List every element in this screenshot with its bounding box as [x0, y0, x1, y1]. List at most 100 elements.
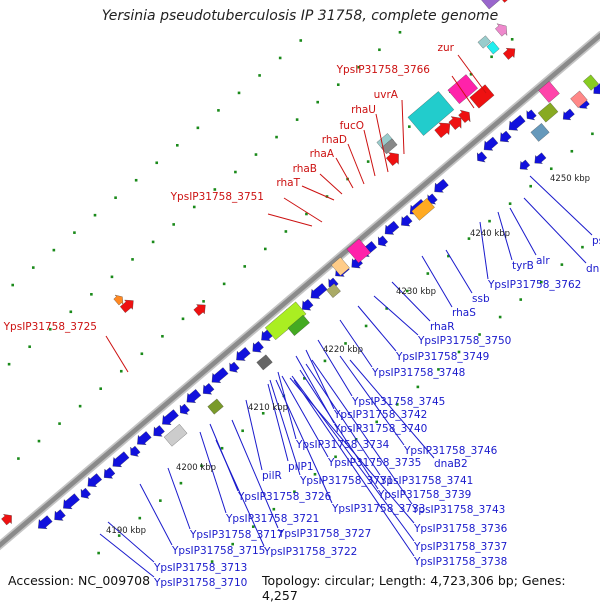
reverse-leader-line [299, 369, 379, 490]
reverse-gene-label: YpsIP31758_3737 [413, 541, 507, 553]
reverse-gene [229, 361, 240, 373]
forward-gene [495, 23, 508, 37]
position-tick-dot [375, 420, 379, 424]
position-tick-dot [7, 362, 11, 366]
reverse-leader-line [99, 533, 155, 578]
reverse-gene-label: YpsIP31758_3736 [413, 523, 508, 535]
position-tick-dot [58, 422, 61, 425]
kbp-tick-label: 4200 kbp [176, 463, 216, 473]
kbp-tick-label: 4190 kbp [106, 526, 146, 536]
reverse-gene-label: YpsIP31758_3750 [417, 335, 511, 347]
position-tick-dot [37, 439, 41, 443]
position-tick-dot [31, 266, 35, 269]
reverse-leader-line [281, 375, 329, 458]
reverse-gene-label: YpsIP31758_3713 [153, 562, 247, 574]
position-tick-dot [234, 170, 237, 174]
misc-feature [326, 283, 341, 298]
position-tick-dot [181, 317, 185, 321]
position-tick-dots [7, 30, 594, 563]
position-tick-dot [175, 144, 179, 147]
reverse-leader-line [339, 355, 405, 446]
position-tick-dot [426, 272, 430, 275]
position-tick-dot [217, 109, 220, 112]
kbp-tick-label: 4250 kbp [550, 174, 590, 184]
reverse-gene-label: YpsIP31758_3722 [263, 546, 357, 558]
reverse-leader-line [199, 431, 227, 514]
position-tick-dot [490, 55, 493, 59]
reverse-gene [153, 425, 165, 437]
position-tick-dot [303, 377, 306, 380]
label-leader-lines [99, 54, 593, 578]
accession-text: Accession: NC_009708 [8, 573, 151, 588]
position-tick-dot [258, 74, 261, 77]
reverse-leader-line [311, 359, 413, 505]
reverse-leader-line [421, 255, 453, 308]
position-tick-dot [282, 394, 286, 398]
reverse-leader-line [231, 419, 279, 529]
forward-leader-line [335, 157, 354, 189]
forward-gene [502, 0, 508, 3]
reverse-leader-line [391, 281, 431, 322]
position-tick-dot [416, 385, 420, 389]
position-tick-dot [73, 231, 76, 234]
forward-gene-label: rhaA [310, 148, 335, 160]
misc-feature [256, 354, 273, 371]
position-tick-dot [405, 289, 409, 293]
misc-feature [477, 35, 491, 49]
reverse-leader-line [277, 371, 297, 440]
reverse-gene-label: dnaB2 [434, 458, 468, 470]
reverse-gene [519, 159, 531, 170]
reverse-leader-line [289, 377, 415, 524]
position-tick-dot [117, 534, 121, 537]
reverse-gene [63, 493, 80, 510]
position-tick-dot [313, 472, 317, 476]
forward-gene-label: rhaU [351, 104, 376, 116]
position-tick-dot [17, 457, 20, 460]
map-title: Yersinia pseudotuberculosis IP 31758, co… [101, 8, 499, 24]
reverse-leader-line [305, 363, 381, 476]
reverse-leader-line [167, 467, 191, 530]
position-tick-dot [299, 39, 303, 42]
position-tick-dot [140, 352, 144, 356]
forward-gene-label: zur [438, 42, 455, 54]
reverse-gene [87, 473, 103, 487]
reverse-leader-line [339, 319, 373, 368]
reverse-gene-label: YpsIP31758_3748 [371, 367, 465, 379]
reverse-gene [80, 487, 91, 499]
forward-gene [119, 299, 134, 313]
forward-leader-line [363, 129, 376, 177]
misc-feature [582, 74, 599, 91]
forward-leader-line [401, 99, 405, 155]
reverse-gene [477, 151, 488, 163]
forward-gene [458, 109, 471, 123]
reverse-gene-label: YpsIP31758_3710 [153, 577, 247, 589]
reverse-gene [179, 403, 190, 415]
position-tick-dot [220, 446, 224, 450]
position-tick-dot [344, 342, 347, 345]
reverse-gene [384, 220, 400, 235]
forward-leader-line [319, 173, 343, 195]
reverse-gene-label: rhaS [452, 307, 476, 319]
forward-leader-line [283, 197, 323, 223]
reverse-gene [130, 445, 141, 457]
forward-gene [502, 48, 516, 60]
position-tick-dot [560, 263, 564, 266]
position-tick-dot [284, 230, 288, 233]
reverse-gene [302, 298, 314, 311]
position-tick-dot [261, 411, 265, 415]
reverse-gene-label: YpsIP31758_3741 [379, 475, 473, 487]
reverse-gene [593, 83, 600, 95]
position-tick-dot [467, 237, 471, 240]
reverse-gene-label: pspG [592, 235, 600, 247]
forward-gene-label: YpsIP31758_3766 [336, 64, 431, 76]
position-tick-dot [241, 429, 244, 433]
forward-gene [1, 514, 12, 526]
position-tick-dot [498, 315, 502, 319]
position-tick-dot [251, 525, 255, 528]
position-tick-dot [357, 65, 361, 69]
forward-gene [434, 122, 451, 139]
topology-text: Topology: circular; Length: 4,723,306 bp… [262, 573, 566, 603]
position-tick-dot [69, 310, 73, 314]
reverse-gene [526, 109, 537, 121]
